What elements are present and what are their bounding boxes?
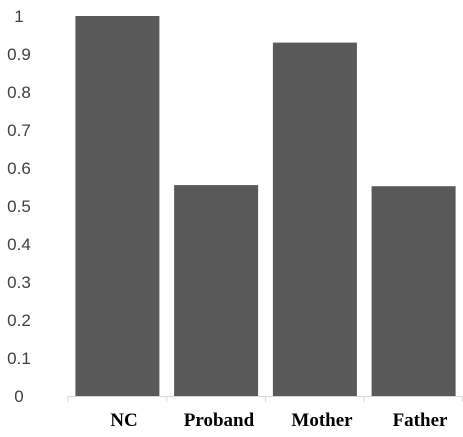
x-tick-label-father: Father	[393, 410, 448, 431]
bar-nc	[75, 16, 160, 396]
y-tick-label: 0.9	[7, 45, 31, 64]
y-tick-label: 0.6	[7, 159, 31, 178]
y-tick-label: 0.2	[7, 311, 31, 330]
y-tick-label: 0.5	[7, 197, 31, 216]
x-tick-label-nc: NC	[110, 410, 137, 431]
y-tick-label: 0.7	[7, 121, 31, 140]
x-tick-label-mother: Mother	[291, 410, 353, 431]
bar-father	[371, 186, 456, 396]
bar-mother	[272, 42, 357, 396]
x-tick-label-proband: Proband	[184, 410, 255, 431]
y-tick-label: 1	[14, 7, 23, 26]
y-tick-label: 0.1	[7, 349, 31, 368]
y-axis-tick-labels: 0 0.1 0.2 0.3 0.4 0.5 0.6 0.7 0.8 0.9 1	[7, 7, 31, 406]
bar-proband	[174, 185, 259, 396]
y-tick-label: 0	[14, 387, 23, 406]
y-tick-label: 0.8	[7, 83, 31, 102]
x-axis-tick-labels: NC Proband Mother Father	[110, 410, 448, 431]
y-tick-label: 0.3	[7, 273, 31, 292]
bars	[75, 16, 456, 396]
y-tick-label: 0.4	[7, 235, 31, 254]
